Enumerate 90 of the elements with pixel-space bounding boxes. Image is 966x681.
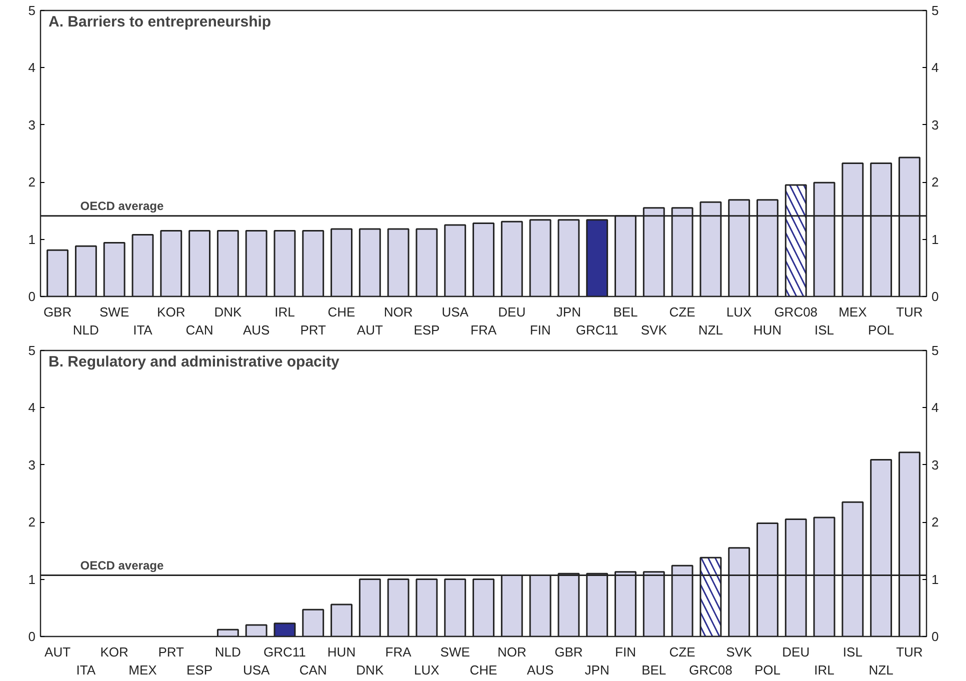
y-tick-label: 0 (28, 289, 36, 304)
x-tick-label: DNK (356, 662, 384, 678)
x-tick-label: CAN (186, 322, 214, 338)
x-tick-label: LUX (726, 304, 752, 320)
x-tick-label: PRT (158, 644, 184, 660)
y2-tick-label: 5 (932, 3, 939, 18)
x-tick-label: CHE (328, 304, 356, 320)
x-tick-label: JPN (556, 304, 581, 320)
y2-tick-label: 4 (932, 60, 939, 76)
x-tick-label: IRL (274, 304, 295, 320)
x-tick-label: GRC08 (774, 304, 818, 320)
x-tick-label: GBR (554, 644, 583, 660)
x-tick-label: TUR (896, 644, 923, 660)
y2-tick-label: 1 (932, 232, 939, 247)
x-tick-label: KOR (100, 644, 128, 660)
ref-line-label: OECD average (80, 558, 164, 572)
x-tick-label: ISL (814, 322, 834, 338)
x-tick-label: AUS (526, 662, 554, 678)
y2-tick-label: 2 (932, 514, 939, 530)
chart-title: B. Regulatory and administrative opacity (48, 354, 340, 370)
x-tick-label: NOR (384, 304, 413, 320)
x-tick-label: SWE (440, 644, 470, 660)
x-tick-label: ESP (186, 662, 213, 678)
x-tick-label: ESP (414, 322, 440, 338)
x-tick-label: DEU (782, 644, 810, 660)
x-tick-label: GBR (43, 304, 72, 320)
x-tick-label: CZE (669, 304, 696, 320)
y2-tick-label: 0 (932, 629, 939, 644)
chart-title: A. Barriers to entrepreneurship (48, 14, 272, 30)
y-tick-label: 2 (28, 174, 36, 190)
y-tick-label: 5 (28, 343, 36, 358)
x-tick-label: TUR (896, 304, 923, 320)
x-tick-label: USA (442, 304, 469, 320)
x-tick-label: FIN (530, 322, 551, 338)
x-tick-label: SVK (726, 644, 752, 660)
x-tick-label: BEL (613, 304, 638, 320)
y-tick-label: 3 (28, 457, 36, 472)
x-tick-label: SVK (640, 322, 668, 338)
y-tick-label: 2 (28, 514, 36, 530)
x-tick-label: AUT (356, 322, 383, 338)
y2-tick-label: 4 (932, 400, 939, 416)
x-tick-label: NZL (868, 662, 894, 678)
y2-tick-label: 3 (932, 117, 939, 132)
x-tick-label: AUS (242, 322, 270, 338)
y2-tick-label: 2 (932, 174, 939, 190)
y2-tick-label: 3 (932, 457, 939, 472)
x-tick-label: GRC11 (264, 644, 306, 660)
x-tick-label: ITA (133, 322, 153, 338)
x-tick-label: DEU (498, 304, 526, 320)
x-tick-label: PRT (300, 322, 326, 338)
x-tick-label: FRA (470, 322, 497, 338)
x-tick-label: GRC08 (689, 662, 732, 678)
y-tick-label: 4 (28, 60, 36, 76)
x-tick-label: LUX (414, 662, 440, 678)
y-tick-label: 3 (28, 117, 36, 132)
x-tick-label: CHE (470, 662, 498, 678)
x-tick-label: IRL (814, 662, 834, 678)
x-tick-label: KOR (157, 304, 186, 320)
y2-tick-label: 1 (932, 572, 939, 587)
x-tick-label: MEX (128, 662, 158, 678)
x-tick-label: CAN (299, 662, 327, 678)
x-tick-label: NZL (698, 322, 723, 338)
y-tick-label: 0 (28, 629, 36, 644)
x-tick-label: BEL (642, 662, 666, 678)
x-tick-label: NOR (497, 644, 526, 660)
x-tick-label: ITA (76, 662, 96, 678)
x-tick-label: SWE (100, 304, 130, 320)
x-tick-label: POL (754, 662, 780, 678)
x-tick-label: NLD (72, 322, 99, 338)
x-tick-label: CZE (669, 644, 696, 660)
x-tick-label: FRA (385, 644, 412, 660)
x-tick-label: DNK (214, 304, 242, 320)
x-tick-label: NLD (214, 644, 241, 660)
x-tick-label: GRC11 (576, 322, 618, 338)
y2-tick-label: 0 (932, 289, 939, 304)
x-tick-label: AUT (44, 644, 71, 660)
x-tick-label: POL (868, 322, 894, 338)
x-tick-label: MEX (838, 304, 868, 320)
x-tick-label: FIN (615, 644, 636, 660)
x-tick-label: HUN (327, 644, 356, 660)
y-tick-label: 1 (28, 232, 36, 247)
y-tick-label: 4 (28, 400, 36, 416)
y-tick-label: 1 (28, 572, 36, 587)
y-tick-label: 5 (28, 3, 36, 18)
x-tick-label: ISL (842, 644, 862, 660)
ref-line-label: OECD average (80, 198, 164, 213)
x-tick-label: HUN (753, 322, 782, 338)
x-tick-label: USA (242, 662, 270, 678)
y2-tick-label: 5 (932, 343, 939, 358)
x-tick-label: JPN (584, 662, 610, 678)
